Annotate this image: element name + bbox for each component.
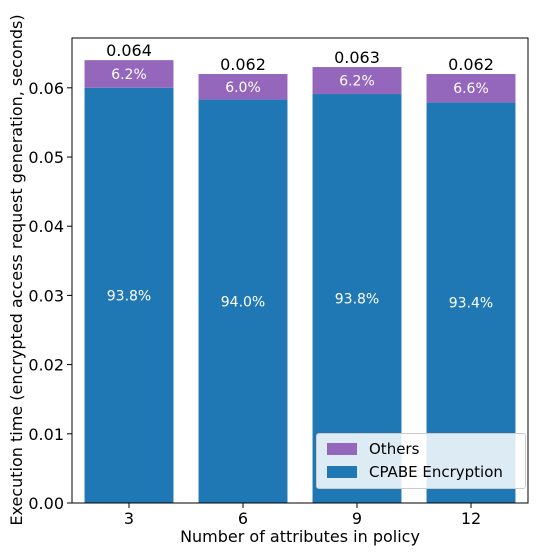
legend-item-others: Others [327, 439, 419, 459]
percent-label-cpabe: 94.0% [221, 294, 265, 310]
percent-label-others: 6.2% [111, 67, 147, 83]
percent-label-others: 6.0% [225, 80, 261, 96]
percent-label-cpabe: 93.8% [335, 292, 379, 308]
percent-label-cpabe: 93.4% [449, 296, 493, 312]
legend-label-cpabe: CPABE Encryption [369, 463, 503, 481]
legend-label-others: Others [369, 440, 420, 458]
bar-others [198, 73, 288, 100]
x-tick-label: 3 [124, 509, 134, 528]
percent-label-cpabe: 93.8% [107, 288, 151, 304]
y-tick-label: 0.05 [28, 148, 64, 167]
plot-frame [71, 37, 529, 504]
bar-others [312, 67, 402, 95]
legend-swatch-cpabe [327, 466, 357, 478]
legend-item-cpabe: CPABE Encryption [327, 462, 503, 482]
y-tick-label: 0.01 [28, 425, 64, 444]
y-axis-label: Execution time (encrypted access request… [7, 14, 26, 525]
bar-others [84, 60, 174, 88]
x-tick-label: 12 [461, 509, 481, 528]
total-label: 0.063 [334, 48, 380, 67]
x-tick-label: 9 [352, 509, 362, 528]
legend: Others CPABE Encryption [316, 433, 526, 489]
y-tick-label: 0.02 [28, 356, 64, 375]
bar-cpabe-encryption [198, 99, 288, 503]
y-tick-label: 0.04 [28, 217, 64, 236]
percent-label-others: 6.6% [453, 81, 489, 97]
y-tick-label: 0.03 [28, 286, 64, 305]
percent-label-others: 6.2% [339, 74, 375, 90]
total-label: 0.062 [448, 55, 494, 74]
total-label: 0.062 [220, 55, 266, 74]
total-label: 0.064 [106, 41, 152, 60]
y-tick-label: 0.06 [28, 79, 64, 98]
x-axis-label: Number of attributes in policy [180, 527, 420, 546]
bar-others [426, 73, 516, 103]
y-tick-label: 0.00 [28, 494, 64, 513]
legend-swatch-others [327, 443, 357, 455]
x-tick-label: 6 [238, 509, 248, 528]
bar-cpabe-encryption [84, 87, 174, 504]
